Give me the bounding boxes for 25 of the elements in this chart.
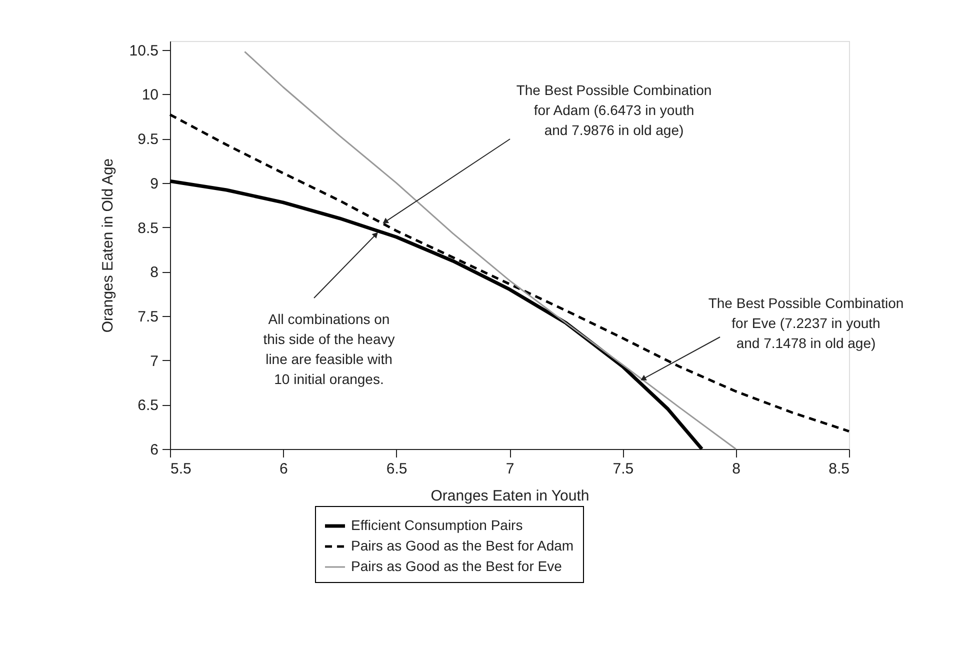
y-tick-label: 9.5 [138, 131, 158, 148]
annotation: All combinations on this side of the heavy line are feasible with 10 initial oranges. [263, 311, 395, 387]
x-tick-label: 6.5 [386, 460, 408, 478]
x-tick-label: 5.5 [170, 460, 192, 478]
x-tick-label: 8.5 [828, 460, 850, 478]
x-tick-label: 6 [279, 460, 288, 478]
y-tick-label: 8.5 [138, 220, 158, 237]
legend-label: Pairs as Good as the Best for Adam [351, 538, 574, 554]
y-tick-label: 10.5 [129, 42, 158, 60]
x-axis-title: Oranges Eaten in Youth [430, 488, 590, 504]
x-tick-label: 8 [732, 460, 741, 478]
legend-label: Pairs as Good as the Best for Eve [351, 558, 562, 574]
y-tick-label: 7.5 [138, 308, 158, 326]
y-tick-label: 10 [142, 86, 158, 104]
y-tick-label: 8 [150, 264, 158, 282]
y-tick-label: 7 [150, 352, 158, 370]
x-tick-label: 7.5 [612, 460, 634, 478]
y-axis-title: Oranges Eaten in Old Age [99, 158, 116, 333]
y-tick-label: 9 [150, 175, 158, 192]
y-tick-label: 6 [150, 442, 158, 458]
x-tick-label: 7 [506, 460, 514, 478]
annotation: The Best Possible Combination for Eve (7.2237 in youth and 7.1478 in old age) [708, 295, 904, 351]
legend-label: Efficient Consumption Pairs [351, 517, 523, 533]
annotation: The Best Possible Combination for Adam (6.6473 in youth and 7.9876 in old age) [516, 82, 712, 138]
y-tick-label: 6.5 [138, 397, 158, 414]
